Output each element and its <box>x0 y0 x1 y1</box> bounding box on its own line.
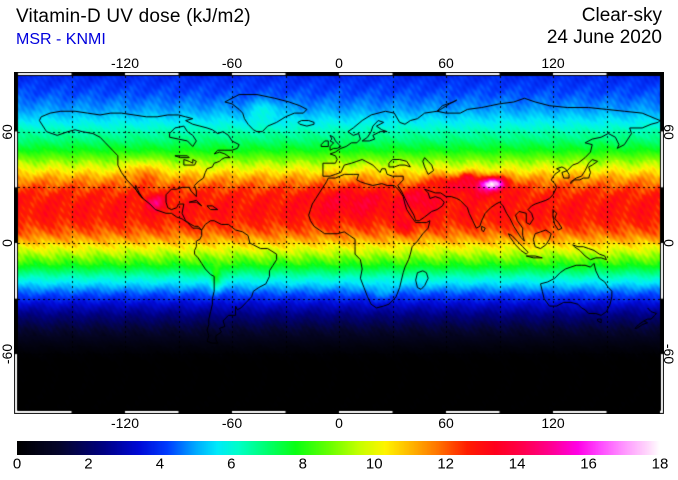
colorbar-tick: 16 <box>580 455 597 473</box>
lat-tick-left: -60 <box>0 344 15 365</box>
lat-tick-right: 0 <box>661 239 677 247</box>
lat-tick-left: 60 <box>0 123 15 140</box>
colorbar-tick: 4 <box>155 455 165 473</box>
date-label: 24 June 2020 <box>546 27 662 48</box>
dataset-source-label: MSR - KNMI <box>16 31 106 48</box>
lon-tick-bottom: -60 <box>221 415 243 431</box>
lon-tick-bottom: -120 <box>110 415 140 431</box>
colorbar-tick: 18 <box>651 455 669 473</box>
lat-tick-right: -60 <box>661 344 677 365</box>
lat-tick-left: 0 <box>0 239 15 247</box>
colorbar-tick: 8 <box>298 455 307 473</box>
lon-tick-top: -120 <box>110 55 140 71</box>
lon-tick-top: 60 <box>438 55 454 71</box>
lon-tick-top: -60 <box>221 55 243 71</box>
colorbar-tick: 2 <box>84 455 93 473</box>
condition-block: Clear-sky 24 June 2020 <box>547 5 662 49</box>
world-map <box>14 72 664 414</box>
colorbar-canvas <box>17 441 660 455</box>
lon-tick-top: 120 <box>541 55 565 71</box>
page-title: Vitamin-D UV dose (kJ/m2) <box>16 6 251 27</box>
lon-tick-bottom: 120 <box>541 415 565 431</box>
lon-tick-top: 0 <box>335 55 343 71</box>
sky-condition-label: Clear-sky <box>581 5 662 26</box>
lat-tick-right: 60 <box>661 123 677 140</box>
colorbar-tick: 14 <box>508 455 526 473</box>
world-map-canvas <box>14 72 664 414</box>
colorbar <box>17 441 660 455</box>
lon-tick-bottom: 0 <box>335 415 343 431</box>
colorbar-tick: 0 <box>12 455 22 473</box>
colorbar-tick: 12 <box>437 455 454 473</box>
lon-tick-bottom: 60 <box>438 415 454 431</box>
colorbar-tick: 10 <box>365 455 383 473</box>
colorbar-tick: 6 <box>227 455 236 473</box>
